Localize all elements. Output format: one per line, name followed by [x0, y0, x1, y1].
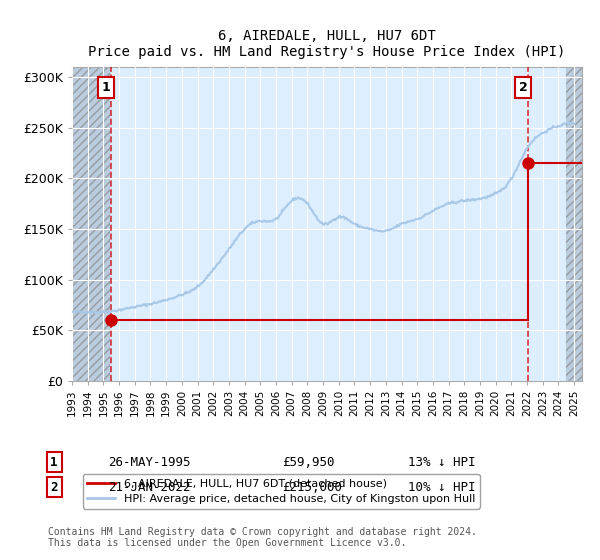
Text: 21-JAN-2022: 21-JAN-2022	[108, 480, 191, 494]
Bar	[566, 67, 582, 381]
Text: £59,950: £59,950	[282, 455, 335, 469]
Text: 1: 1	[102, 81, 110, 94]
Legend: 6, AIREDALE, HULL, HU7 6DT (detached house), HPI: Average price, detached house,: 6, AIREDALE, HULL, HU7 6DT (detached hou…	[83, 474, 479, 508]
Text: Contains HM Land Registry data © Crown copyright and database right 2024.
This d: Contains HM Land Registry data © Crown c…	[48, 527, 477, 548]
Text: £215,000: £215,000	[282, 480, 342, 494]
Text: 26-MAY-1995: 26-MAY-1995	[108, 455, 191, 469]
Text: 2: 2	[519, 81, 527, 94]
Bar	[72, 67, 110, 381]
Bar	[72, 67, 110, 381]
Bar	[566, 67, 582, 381]
Text: 13% ↓ HPI: 13% ↓ HPI	[408, 455, 476, 469]
Text: 1: 1	[50, 455, 58, 469]
Text: 10% ↓ HPI: 10% ↓ HPI	[408, 480, 476, 494]
Title: 6, AIREDALE, HULL, HU7 6DT
Price paid vs. HM Land Registry's House Price Index (: 6, AIREDALE, HULL, HU7 6DT Price paid vs…	[88, 29, 566, 59]
Text: 2: 2	[50, 480, 58, 494]
